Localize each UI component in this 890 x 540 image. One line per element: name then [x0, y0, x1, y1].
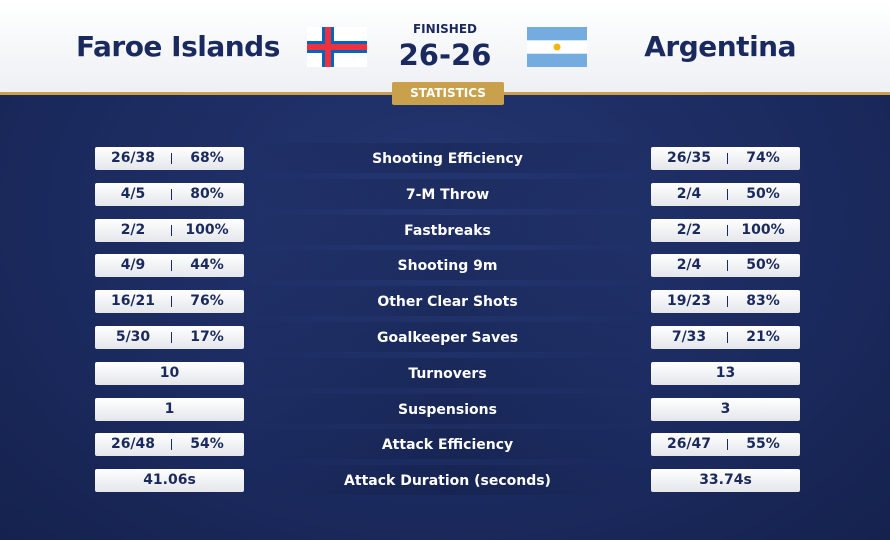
separator — [171, 188, 172, 200]
argentina-flag — [527, 27, 587, 67]
stat-value: 3 — [720, 400, 731, 417]
separator — [171, 153, 172, 164]
separator — [727, 439, 728, 451]
stat-box: 16/21 76% — [95, 290, 244, 314]
match-status: FINISHED — [412, 22, 477, 36]
stat-count: 26/35 — [666, 150, 712, 166]
separator — [171, 296, 172, 308]
statistics-tab: STATISTICS — [392, 82, 504, 105]
row-band — [250, 357, 645, 388]
stat-count: 4/5 — [120, 185, 146, 202]
stat-percent: 21% — [746, 329, 780, 345]
separator — [171, 439, 172, 451]
stat-count: 2/4 — [676, 257, 702, 274]
separator — [171, 260, 172, 272]
stat-percent: 76% — [190, 293, 224, 310]
score: 26-26 — [398, 38, 492, 72]
stat-count: 26/47 — [666, 436, 712, 453]
stat-percent: 50% — [746, 257, 780, 274]
row-band — [250, 178, 645, 209]
separator — [727, 296, 728, 308]
separator — [171, 224, 172, 236]
stat-label: Shooting 9m — [397, 258, 498, 275]
stat-label: Goalkeeper Saves — [376, 330, 519, 346]
stat-percent: 100% — [741, 221, 785, 238]
stat-count: 2/2 — [120, 221, 146, 238]
stat-box: 26/38 68% — [95, 147, 244, 170]
stat-percent: 80% — [190, 185, 224, 202]
row-band — [250, 250, 645, 281]
row-band — [250, 143, 645, 173]
stat-percent: 74% — [746, 150, 780, 166]
stat-value: 10 — [159, 364, 180, 381]
stat-label: Turnovers — [408, 365, 487, 382]
stat-count: 26/38 — [110, 150, 156, 166]
stat-box: 2/4 50% — [651, 254, 800, 278]
stat-percent: 17% — [190, 329, 224, 345]
stat-label: Attack Duration (seconds) — [344, 473, 551, 490]
stat-count: 7/33 — [671, 329, 707, 345]
stat-box: 2/2 100% — [651, 218, 800, 242]
stat-value: 33.74s — [699, 472, 752, 489]
separator — [727, 332, 728, 343]
stat-label: Other Clear Shots — [377, 294, 518, 311]
stat-label: Suspensions — [398, 401, 497, 418]
separator — [727, 188, 728, 200]
stat-percent: 55% — [746, 436, 780, 453]
row-band — [250, 465, 645, 496]
separator — [727, 260, 728, 272]
stat-box: 1 — [95, 397, 244, 421]
stat-count: 2/2 — [676, 221, 702, 238]
stat-box: 5/30 17% — [95, 326, 244, 349]
stat-percent: 44% — [190, 257, 224, 274]
stat-percent: 68% — [190, 150, 224, 166]
stat-count: 19/23 — [666, 293, 712, 310]
separator — [727, 153, 728, 164]
row-band — [250, 214, 645, 245]
stat-box: 10 — [95, 361, 244, 385]
separator — [727, 224, 728, 236]
stat-box: 33.74s — [651, 469, 800, 493]
stat-label: 7-M Throw — [405, 186, 490, 203]
stat-box: 41.06s — [95, 469, 244, 493]
stat-count: 4/9 — [120, 257, 146, 274]
stat-label: Fastbreaks — [404, 222, 491, 239]
row-band — [250, 429, 645, 460]
stat-value: 41.06s — [143, 472, 196, 489]
stat-count: 2/4 — [676, 185, 702, 202]
faroe-flag — [307, 27, 367, 67]
stat-count: 5/30 — [115, 329, 151, 345]
stat-box: 4/5 80% — [95, 182, 244, 206]
stat-label: Shooting Efficiency — [372, 151, 523, 167]
stat-value: 13 — [715, 364, 736, 381]
stat-value: 1 — [164, 400, 175, 417]
row-band — [250, 322, 645, 352]
stat-label: Attack Efficiency — [381, 437, 514, 454]
stat-box: 13 — [651, 361, 800, 385]
stat-percent: 100% — [185, 221, 229, 238]
stat-box: 19/23 83% — [651, 290, 800, 314]
stat-count: 16/21 — [110, 293, 156, 310]
row-band — [250, 393, 645, 424]
stat-box: 7/33 21% — [651, 326, 800, 349]
stat-box: 2/2 100% — [95, 218, 244, 242]
stat-box: 2/4 50% — [651, 182, 800, 206]
home-team: Faroe Islands — [76, 30, 280, 63]
stat-percent: 50% — [746, 185, 780, 202]
stat-box: 3 — [651, 397, 800, 421]
stat-count: 26/48 — [110, 436, 156, 453]
separator — [171, 332, 172, 343]
stat-box: 26/35 74% — [651, 147, 800, 170]
away-team: Argentina — [644, 30, 796, 63]
row-band — [250, 286, 645, 317]
stat-box: 4/9 44% — [95, 254, 244, 278]
stat-percent: 83% — [746, 293, 780, 310]
stat-box: 26/47 55% — [651, 433, 800, 457]
stat-percent: 54% — [190, 436, 224, 453]
stat-box: 26/48 54% — [95, 433, 244, 457]
